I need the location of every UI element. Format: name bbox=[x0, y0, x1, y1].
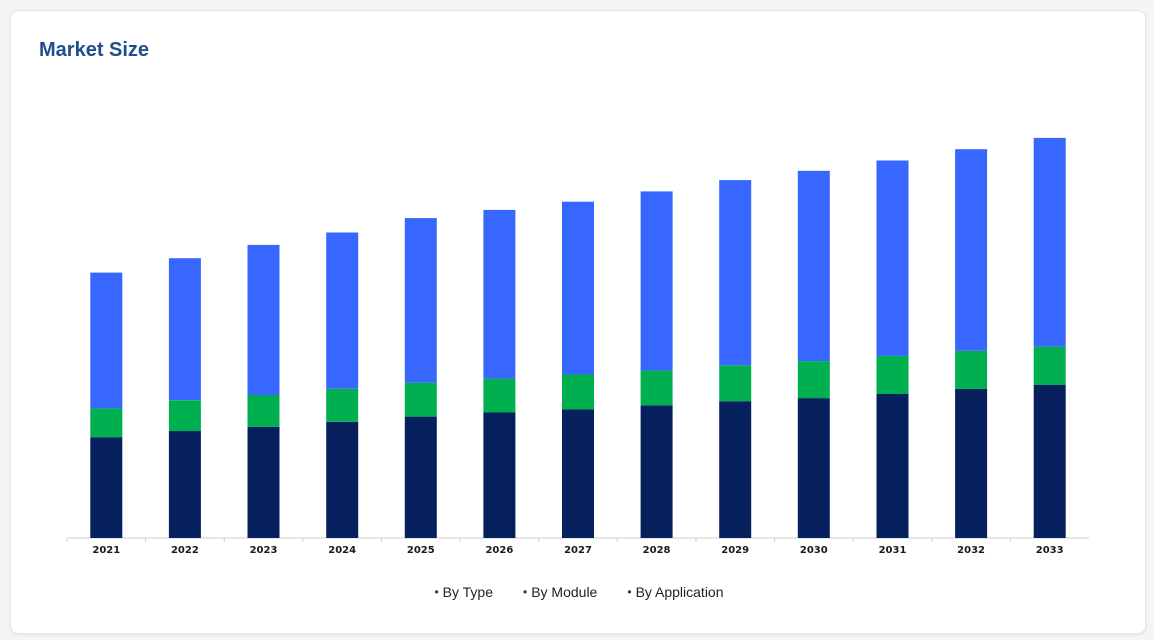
bar-segment-by-type-2029[interactable] bbox=[719, 180, 752, 366]
bar-segment-by-application-2027[interactable] bbox=[562, 409, 594, 538]
bar-segment-by-type-2027[interactable] bbox=[562, 201, 594, 375]
bar-segment-by-module-2029[interactable] bbox=[719, 365, 752, 402]
chart-title: Market Size bbox=[39, 39, 150, 61]
bar-segment-by-application-2030[interactable] bbox=[797, 398, 830, 538]
bar-segment-by-module-2021[interactable] bbox=[90, 408, 123, 438]
bar-segment-by-application-2032[interactable] bbox=[955, 388, 988, 538]
x-tick-label-2031: 2031 bbox=[879, 545, 907, 556]
legend-item-by-type[interactable]: • By Type bbox=[434, 584, 493, 600]
x-tick-label-2028: 2028 bbox=[643, 545, 671, 556]
bar-segment-by-application-2026[interactable] bbox=[483, 412, 516, 539]
x-tick-label-2030: 2030 bbox=[800, 545, 828, 556]
bar-segment-by-application-2028[interactable] bbox=[640, 405, 673, 538]
bullet-icon: • bbox=[434, 585, 439, 599]
bar-segment-by-module-2028[interactable] bbox=[640, 370, 673, 406]
bar-segment-by-application-2022[interactable] bbox=[168, 431, 201, 538]
chart-legend: • By Type • By Module • By Application bbox=[11, 584, 1147, 600]
bar-segment-by-module-2032[interactable] bbox=[955, 350, 988, 389]
bar-segment-by-module-2030[interactable] bbox=[797, 361, 830, 399]
x-tick-label-2033: 2033 bbox=[1036, 545, 1064, 556]
bar-segment-by-module-2024[interactable] bbox=[326, 388, 359, 422]
legend-item-by-application[interactable]: • By Application bbox=[627, 584, 723, 600]
bar-segment-by-application-2021[interactable] bbox=[90, 437, 123, 538]
x-tick-label-2023: 2023 bbox=[250, 545, 278, 556]
bullet-icon: • bbox=[523, 585, 528, 599]
bar-segment-by-type-2025[interactable] bbox=[404, 218, 437, 383]
bar-segment-by-module-2025[interactable] bbox=[404, 382, 437, 417]
bar-segment-by-type-2032[interactable] bbox=[955, 149, 988, 351]
bar-segment-by-module-2022[interactable] bbox=[168, 400, 201, 432]
bar-segment-by-type-2026[interactable] bbox=[483, 209, 516, 379]
legend-label: By Type bbox=[442, 584, 493, 600]
x-tick-label-2025: 2025 bbox=[407, 545, 435, 556]
bar-segment-by-application-2025[interactable] bbox=[404, 416, 437, 538]
bar-segment-by-application-2029[interactable] bbox=[719, 401, 752, 538]
market-size-card: Market Size 2021 2022 2023 2024 2025 2026 2027… bbox=[10, 10, 1146, 634]
bar-segment-by-type-2030[interactable] bbox=[797, 170, 830, 362]
bar-segment-by-type-2024[interactable] bbox=[326, 232, 359, 389]
bar-segment-by-module-2033[interactable] bbox=[1033, 346, 1066, 385]
legend-item-by-module[interactable]: • By Module bbox=[523, 584, 597, 600]
bar-segment-by-module-2031[interactable] bbox=[876, 355, 909, 394]
bar-segment-by-module-2027[interactable] bbox=[562, 374, 594, 410]
bar-segment-by-type-2033[interactable] bbox=[1033, 137, 1066, 347]
bar-segment-by-application-2033[interactable] bbox=[1033, 384, 1066, 538]
bullet-icon: • bbox=[627, 585, 632, 599]
bar-segment-by-module-2026[interactable] bbox=[483, 378, 516, 413]
bar-segment-by-type-2022[interactable] bbox=[168, 258, 201, 401]
bar-segment-by-type-2031[interactable] bbox=[876, 160, 909, 356]
bar-segment-by-type-2028[interactable] bbox=[640, 191, 673, 371]
bar-segment-by-application-2024[interactable] bbox=[326, 421, 359, 538]
legend-label: By Application bbox=[635, 584, 724, 600]
legend-label: By Module bbox=[531, 584, 598, 600]
x-tick-label-2032: 2032 bbox=[957, 545, 985, 556]
x-tick-label-2024: 2024 bbox=[328, 545, 356, 556]
bar-segment-by-application-2023[interactable] bbox=[247, 426, 280, 538]
x-tick-label-2022: 2022 bbox=[171, 545, 199, 556]
bar-segment-by-application-2031[interactable] bbox=[876, 394, 909, 538]
x-tick-label-2027: 2027 bbox=[564, 545, 592, 556]
bar-segment-by-module-2023[interactable] bbox=[247, 395, 280, 427]
x-tick-label-2021: 2021 bbox=[92, 545, 120, 556]
bar-segment-by-type-2023[interactable] bbox=[247, 244, 280, 396]
x-tick-label-2029: 2029 bbox=[721, 545, 749, 556]
x-tick-label-2026: 2026 bbox=[485, 545, 513, 556]
stacked-bar-chart: 2021 2022 2023 2024 2025 2026 2027 2028 2029 2030… bbox=[66, 137, 1089, 556]
bar-segment-by-type-2021[interactable] bbox=[90, 272, 123, 409]
